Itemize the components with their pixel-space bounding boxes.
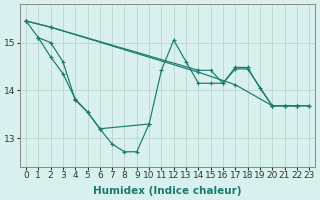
- X-axis label: Humidex (Indice chaleur): Humidex (Indice chaleur): [93, 186, 242, 196]
